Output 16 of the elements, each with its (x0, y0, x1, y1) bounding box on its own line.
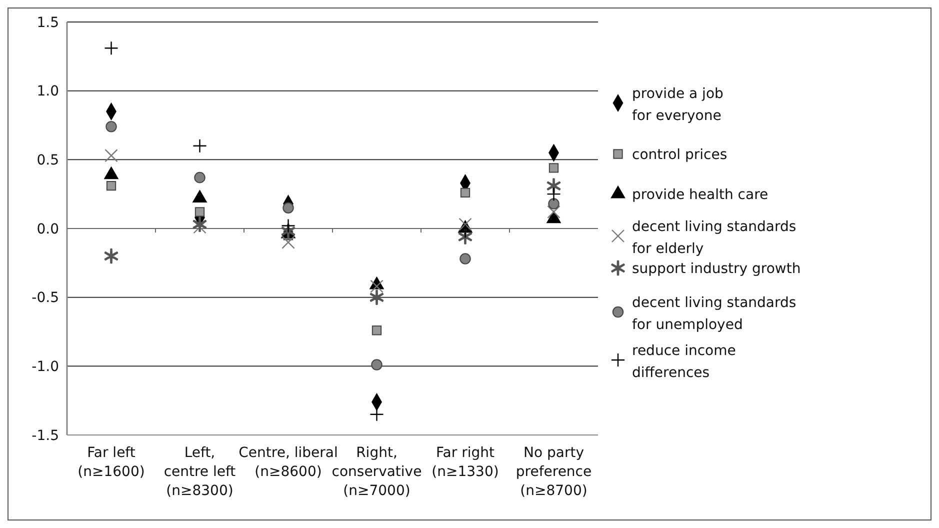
legend-label: reduce income differences (632, 342, 736, 381)
x-tick-label: Far left (n≥1600) (78, 445, 145, 480)
y-tick-label: 1.0 (36, 84, 59, 100)
x-tick-label: Left, centre left (n≥8300) (164, 445, 236, 499)
y-tick-label: -1.5 (32, 428, 59, 444)
x-tick-label: Far right (n≥1330) (432, 445, 499, 480)
legend-label: provide a job for everyone (632, 86, 724, 124)
legend-label: control prices (632, 146, 728, 163)
x-tick-label: No party preference (n≥8700) (516, 445, 592, 499)
y-tick-label: 1.5 (36, 14, 59, 31)
legend-label: support industry growth (632, 260, 801, 277)
y-tick-label: 0.5 (36, 152, 59, 169)
y-tick-label: 0.0 (36, 221, 59, 238)
y-tick-label: -0.5 (32, 290, 59, 306)
y-tick-label: -1.0 (32, 359, 59, 376)
legend-label: provide health care (632, 186, 768, 203)
